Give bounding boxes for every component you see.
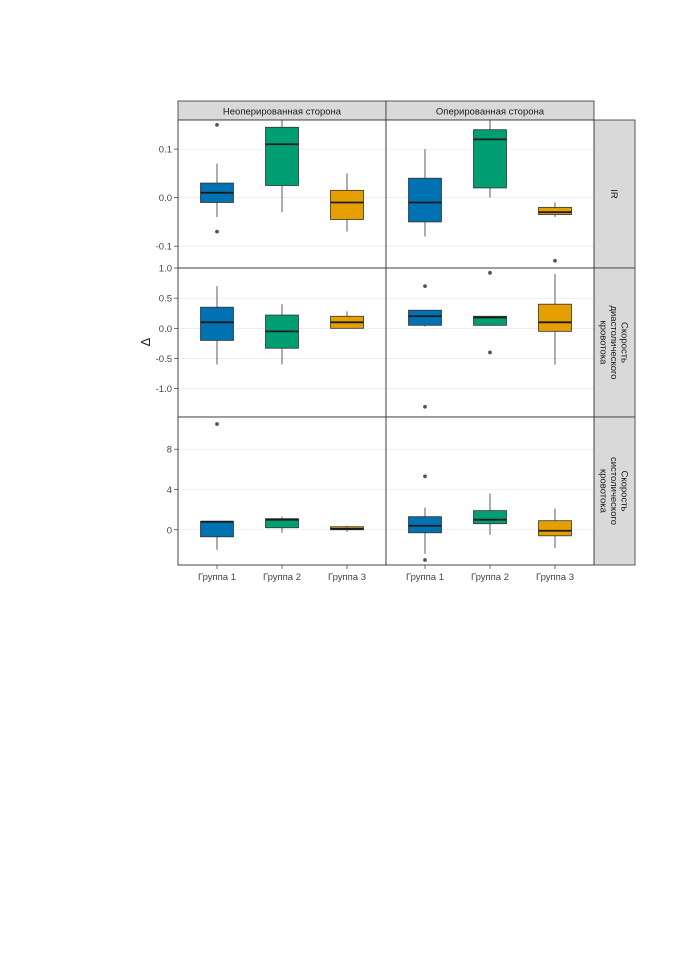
x-tick-label: Группа 2 [471, 572, 509, 583]
outlier-point-2-2-2-2 [488, 350, 492, 355]
y-tick-label: 0.0 [159, 193, 172, 204]
column-strip-label-2: Оперированная сторона [436, 107, 545, 118]
x-tick-label: Группа 2 [263, 572, 301, 583]
box-3-2-2 [473, 510, 507, 525]
y-tick-label: 8 [167, 445, 172, 456]
outlier-point-1-1-1-1 [215, 122, 219, 127]
outlier-point-1-1-1-2 [215, 229, 219, 234]
box-3-1-1 [200, 521, 234, 538]
x-tick-label: Группа 3 [328, 572, 366, 583]
outlier-point-2-2-1-2 [423, 404, 427, 409]
y-tick-label: 0 [167, 525, 172, 536]
panel-bg-2-2 [386, 268, 594, 417]
y-tick-label: 0.1 [159, 145, 172, 156]
outlier-point-3-2-1-1 [423, 474, 427, 479]
box-3-2-1 [408, 516, 442, 534]
row-strip-label-3-line-1: Скорость [619, 470, 630, 511]
box-1-2-3 [538, 206, 572, 216]
box-2-2-3 [538, 303, 572, 332]
outlier-point-2-2-2-1 [488, 270, 492, 275]
outlier-point-2-2-1-1 [423, 284, 427, 288]
box-1-2-2 [473, 129, 507, 189]
box-3-2-3 [538, 520, 572, 537]
y-tick-label: -1.0 [156, 384, 172, 395]
outlier-point-3-2-1-2 [423, 558, 427, 562]
box-1-1-3 [330, 189, 364, 220]
row-strip-label-1-line-1: IR [608, 189, 619, 199]
panel-bg-3-1 [178, 417, 386, 565]
box-2-2-1 [408, 309, 442, 326]
row-strip-label-2-line-2: диастолического [608, 305, 619, 379]
x-tick-label: Группа 1 [198, 572, 236, 583]
y-tick-label: -0.1 [156, 242, 172, 253]
row-strip-label-3-line-3: кровотока [598, 469, 609, 514]
box-1-2-1 [408, 177, 442, 223]
row-strip-label-3-line-2: систолического [608, 457, 619, 525]
x-tick-label: Группа 1 [406, 572, 444, 583]
y-tick-label: 0.0 [159, 324, 172, 335]
panel-bg-3-2 [386, 417, 594, 565]
row-strip-label-2-line-1: Скорость [619, 322, 630, 363]
y-tick-label: -0.5 [156, 354, 172, 365]
x-tick-label: Группа 3 [536, 572, 574, 583]
y-tick-label: 1.0 [159, 264, 172, 275]
box-1-1-2 [265, 126, 299, 186]
outlier-point-3-1-1-1 [215, 422, 219, 426]
box-3-1-2 [265, 518, 299, 529]
outlier-point-1-2-3-1 [553, 258, 557, 263]
y-axis-label: Δ [138, 337, 153, 346]
y-tick-label: 4 [167, 485, 172, 496]
box-2-1-1 [200, 306, 234, 341]
column-strip-label-1: Неоперированная сторона [223, 107, 342, 118]
row-strip-3 [593, 416, 636, 566]
row-strip-2 [593, 267, 636, 418]
row-strip-label-2-line-3: кровотока [598, 321, 609, 366]
y-tick-label: 0.5 [159, 294, 172, 305]
box-2-2-2 [473, 315, 507, 326]
